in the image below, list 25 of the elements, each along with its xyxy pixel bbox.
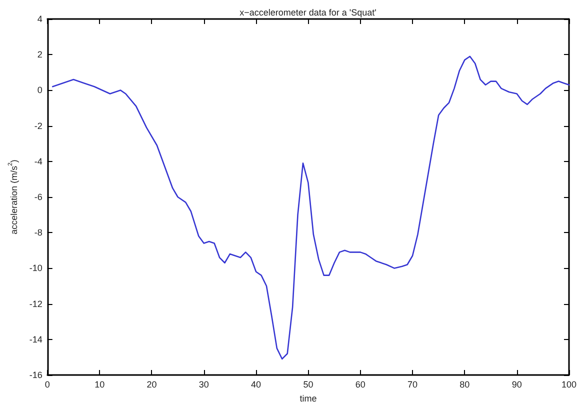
y-tick-label: -10 <box>29 263 42 274</box>
x-tick-label: 0 <box>44 380 50 390</box>
y-tick-label: 0 <box>37 85 42 96</box>
x-tick-label: 40 <box>251 380 262 390</box>
line-series <box>52 56 570 360</box>
y-tick-label: -12 <box>29 298 42 309</box>
x-axis-title: time <box>300 393 317 404</box>
x-tick-label: 20 <box>146 380 157 390</box>
y-tick-label: -8 <box>34 228 42 238</box>
y-tick-label: -4 <box>34 156 42 166</box>
y-tick-label: -6 <box>34 192 42 202</box>
x-tick-label: 60 <box>355 380 366 390</box>
x-tick-label: 100 <box>561 380 577 390</box>
y-tick-label: -14 <box>29 334 42 344</box>
y-tick-label: -2 <box>34 120 42 131</box>
x-tick-label: 90 <box>512 380 522 390</box>
x-tick-label: 70 <box>408 380 418 390</box>
x-tick-label: 30 <box>198 380 209 390</box>
chart-title: x−accelerometer data for a 'Squat' <box>240 8 377 18</box>
y-tick-label: 4 <box>37 14 42 24</box>
x-tick-label: 10 <box>94 380 105 390</box>
y-tick-label: -16 <box>29 370 42 380</box>
x-tick-label: 80 <box>460 380 470 390</box>
x-tick-label: 50 <box>303 380 314 390</box>
y-tick-label: 2 <box>37 50 42 60</box>
